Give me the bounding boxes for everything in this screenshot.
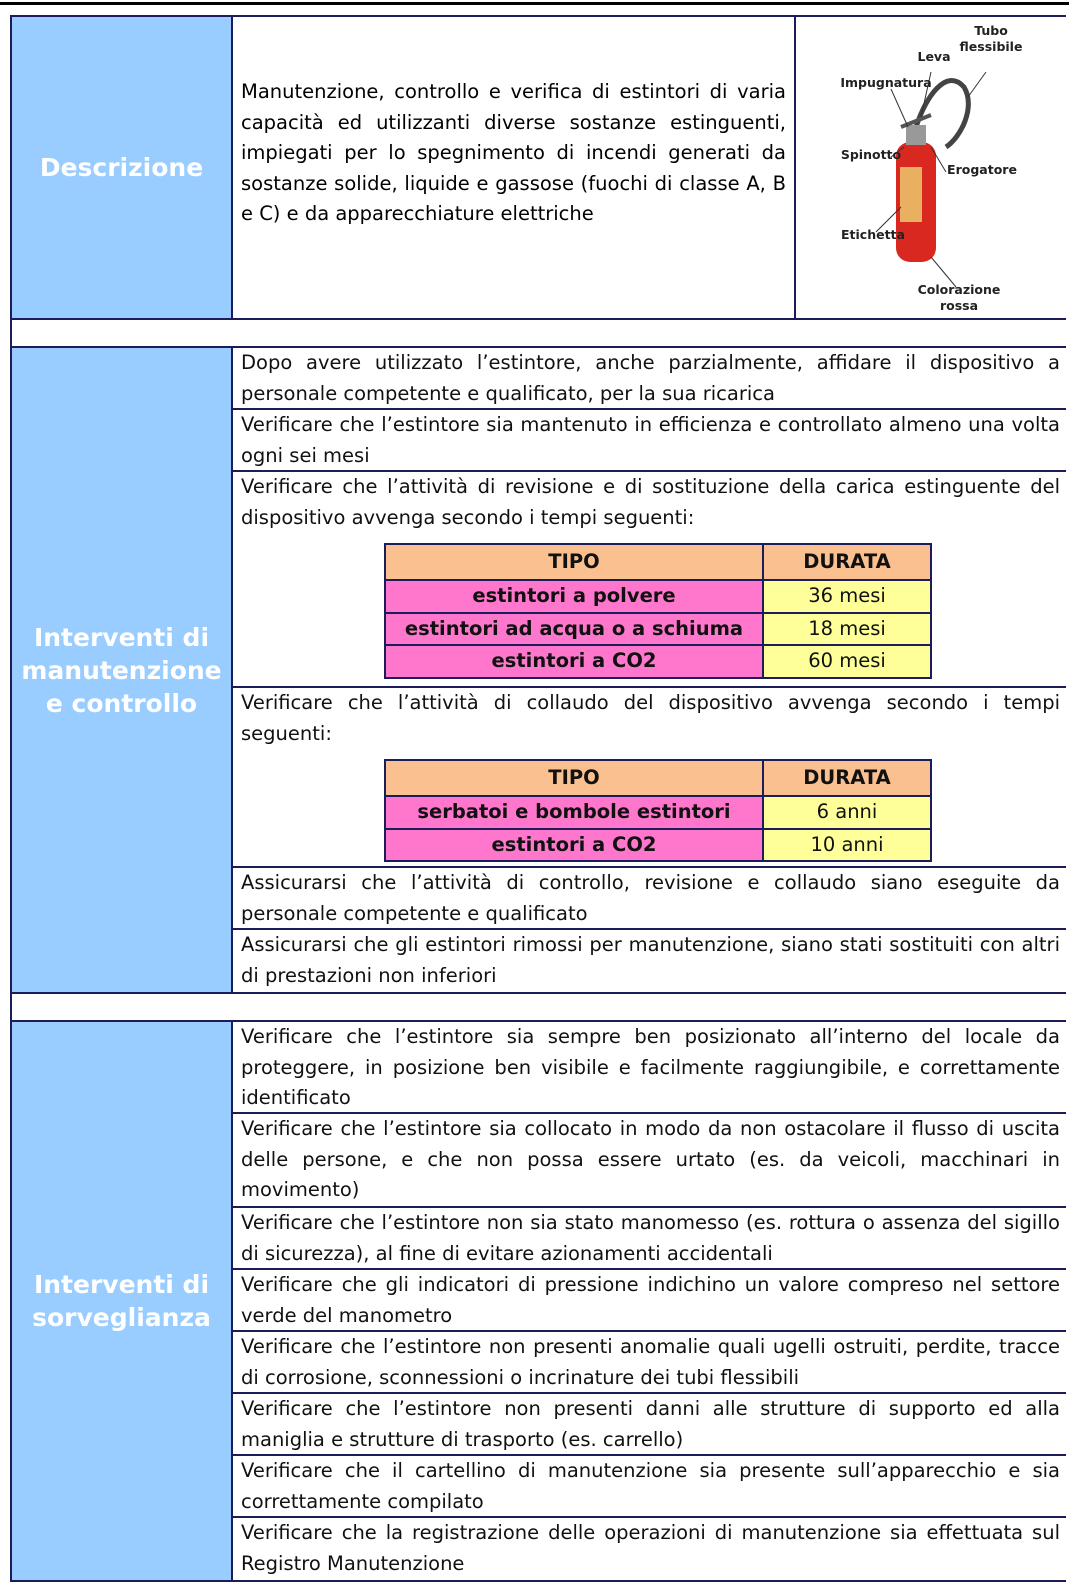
duration-cell: 60 mesi xyxy=(762,644,932,679)
spacer-row xyxy=(12,320,1066,348)
item: Assicurarsi che gli estintori rimossi pe… xyxy=(233,930,1066,992)
item-text: Verificare che gli indicatori di pressio… xyxy=(241,1273,1060,1327)
item: Verificare che l’attività di collaudo de… xyxy=(233,688,1066,868)
figure-label: Tubo flessibile xyxy=(959,23,1023,54)
item: Verificare che il cartellino di manutenz… xyxy=(233,1456,1066,1518)
figure-label: Colorazione rossa xyxy=(917,282,1001,313)
figure: Tubo flessibile Leva Impugnatura Spinotto Er… xyxy=(796,17,1066,318)
section: Interventi di sorveglianza Verificare che… xyxy=(12,1022,1066,1582)
header-cell: TIPO xyxy=(384,759,764,797)
table-row: estintori a polvere 36 mesi xyxy=(384,579,932,614)
duration-table: TIPO DURATA serbatoi e bombole estintori 6 … xyxy=(384,759,932,862)
item-text: Verificare che l’estintore non presenti … xyxy=(241,1397,1060,1451)
type-cell: serbatoi e bombole estintori xyxy=(384,795,764,830)
item: Verificare che l’estintore non presenti … xyxy=(233,1332,1066,1394)
header-cell: DURATA xyxy=(762,759,932,797)
duration-cell: 10 anni xyxy=(762,827,932,862)
duration-cell: 6 anni xyxy=(762,795,932,830)
header-cell: DURATA xyxy=(762,543,932,581)
item-text: Assicurarsi che gli estintori rimossi pe… xyxy=(241,933,1060,987)
items: Dopo avere utilizzato l’estintore, anche… xyxy=(233,348,1066,992)
item: Verificare che l’estintore non sia stato… xyxy=(233,1208,1066,1270)
type-cell: estintori ad acqua o a schiuma xyxy=(384,611,764,646)
type-cell: estintori a CO2 xyxy=(384,644,764,679)
maintenance-sheet: Descrizione Manutenzione, controllo e ver… xyxy=(10,15,1066,1582)
duration-cell: 36 mesi xyxy=(762,579,932,614)
item: Verificare che gli indicatori di pressio… xyxy=(233,1270,1066,1332)
figure-label: Spinotto xyxy=(840,147,902,162)
spacer-row xyxy=(12,994,1066,1022)
items: Verificare che l’estintore sia sempre be… xyxy=(233,1022,1066,1580)
figure-label: Leva xyxy=(917,49,951,64)
item-text: Verificare che l’estintore non sia stato… xyxy=(241,1211,1060,1265)
section-label: Interventi di sorveglianza xyxy=(12,1022,233,1580)
item: Verificare che la registrazione delle op… xyxy=(233,1518,1066,1580)
item-text: Verificare che il cartellino di manutenz… xyxy=(241,1459,1060,1513)
item: Verificare che l’attività di revisione e… xyxy=(233,472,1066,688)
table-header: TIPO DURATA xyxy=(384,759,932,797)
duration-cell: 18 mesi xyxy=(762,611,932,646)
item: Assicurarsi che l’attività di controllo,… xyxy=(233,868,1066,930)
figure-label: Impugnatura xyxy=(840,75,932,90)
table-row: estintori a CO2 60 mesi xyxy=(384,644,932,679)
description: Manutenzione, controllo e verifica di es… xyxy=(233,17,796,318)
section-label: Descrizione xyxy=(12,17,233,318)
item: Verificare che l’estintore non presenti … xyxy=(233,1394,1066,1456)
item-text: Verificare che l’estintore non presenti … xyxy=(241,1335,1060,1389)
type-cell: estintori a polvere xyxy=(384,579,764,614)
item-text: Verificare che l’estintore sia collocato… xyxy=(241,1117,1060,1201)
header-cell: TIPO xyxy=(384,543,764,581)
item: Verificare che l’estintore sia mantenuto… xyxy=(233,410,1066,472)
type-cell: estintori a CO2 xyxy=(384,827,764,862)
item-text: Assicurarsi che l’attività di controllo,… xyxy=(241,871,1060,925)
top-rule xyxy=(0,2,1069,5)
table-row: serbatoi e bombole estintori 6 anni xyxy=(384,795,932,830)
extinguisher-illustration xyxy=(875,71,987,288)
section: Descrizione Manutenzione, controllo e ver… xyxy=(12,17,1066,320)
item-text: Verificare che l’estintore sia sempre be… xyxy=(241,1025,1060,1109)
table-row: estintori a CO2 10 anni xyxy=(384,827,932,862)
duration-table: TIPO DURATA estintori a polvere 36 mesi esti… xyxy=(384,543,932,679)
item-text: Dopo avere utilizzato l’estintore, anche… xyxy=(241,351,1060,405)
table-header: TIPO DURATA xyxy=(384,543,932,581)
figure-label: Erogatore xyxy=(947,162,1017,177)
item: Dopo avere utilizzato l’estintore, anche… xyxy=(233,348,1066,410)
item: Verificare che l’estintore sia collocato… xyxy=(233,1114,1066,1208)
section-label: Interventi di manutenzione e controllo xyxy=(12,348,233,992)
section: Interventi di manutenzione e controllo Do… xyxy=(12,348,1066,994)
item-text: Verificare che l’estintore sia mantenuto… xyxy=(241,413,1060,467)
item-text: Verificare che la registrazione delle op… xyxy=(241,1521,1060,1575)
table-row: estintori ad acqua o a schiuma 18 mesi xyxy=(384,611,932,646)
figure-label: Etichetta xyxy=(841,227,905,242)
item-text: Verificare che l’attività di collaudo de… xyxy=(241,691,1060,745)
item-text: Verificare che l’attività di revisione e… xyxy=(241,475,1060,529)
item: Verificare che l’estintore sia sempre be… xyxy=(233,1022,1066,1114)
